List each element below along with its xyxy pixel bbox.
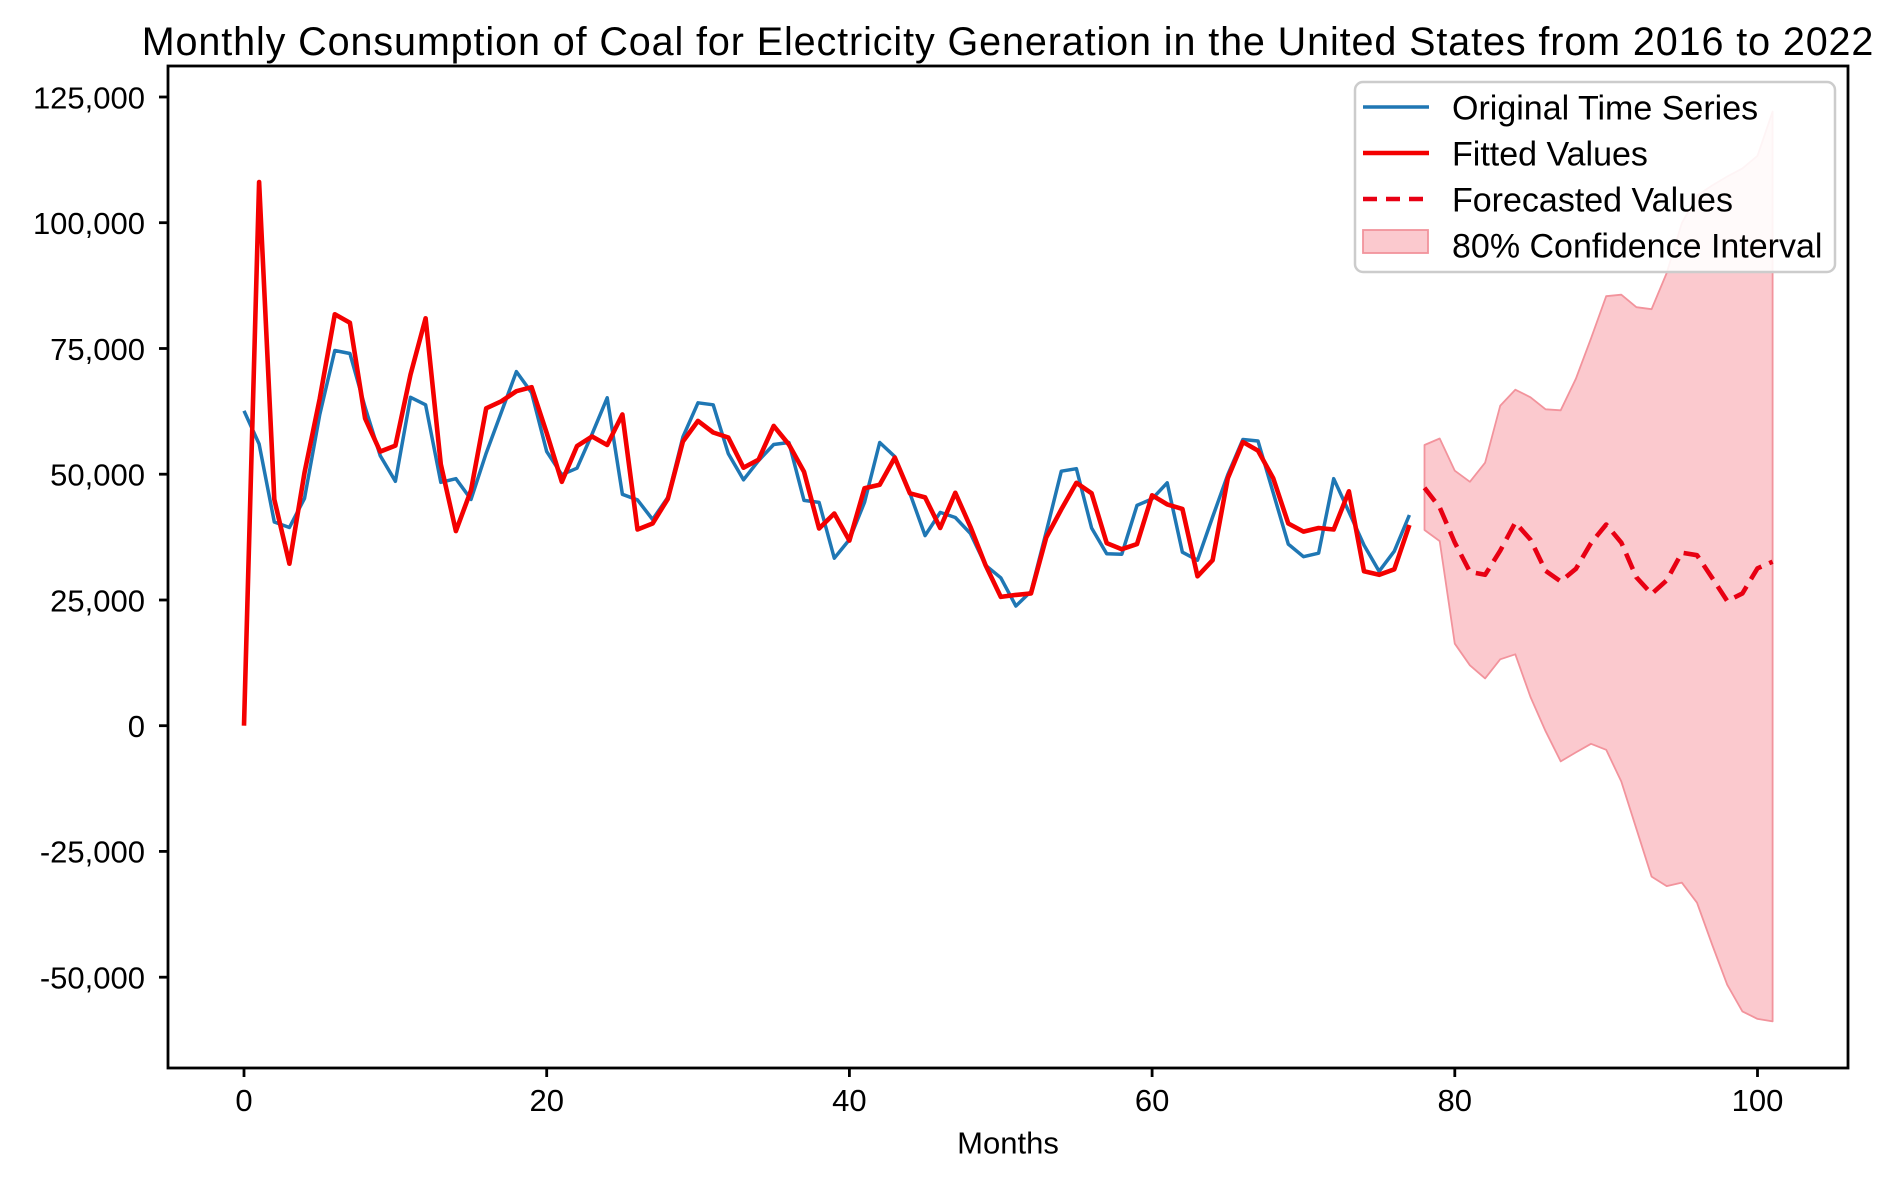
svg-text:-50,000: -50,000: [40, 961, 145, 996]
svg-text:125,000: 125,000: [33, 80, 145, 115]
svg-text:75,000: 75,000: [50, 332, 145, 367]
svg-text:50,000: 50,000: [50, 458, 145, 493]
svg-text:100: 100: [1732, 1083, 1784, 1118]
svg-text:40: 40: [832, 1083, 866, 1118]
svg-text:0: 0: [235, 1083, 252, 1118]
svg-text:80: 80: [1438, 1083, 1472, 1118]
svg-text:25,000: 25,000: [50, 583, 145, 618]
svg-text:Forecasted Values: Forecasted Values: [1452, 182, 1733, 220]
svg-text:Original Time Series: Original Time Series: [1452, 90, 1758, 128]
svg-text:Fitted Values: Fitted Values: [1452, 136, 1648, 174]
svg-text:80% Confidence Interval: 80% Confidence Interval: [1452, 228, 1822, 266]
svg-text:20: 20: [529, 1083, 563, 1118]
svg-text:60: 60: [1135, 1083, 1169, 1118]
svg-text:-25,000: -25,000: [40, 835, 145, 870]
svg-text:0: 0: [128, 709, 145, 744]
svg-text:Months: Months: [957, 1126, 1059, 1161]
svg-text:Monthly Consumption of Coal fo: Monthly Consumption of Coal for Electric…: [142, 20, 1875, 64]
svg-text:100,000: 100,000: [33, 206, 145, 241]
